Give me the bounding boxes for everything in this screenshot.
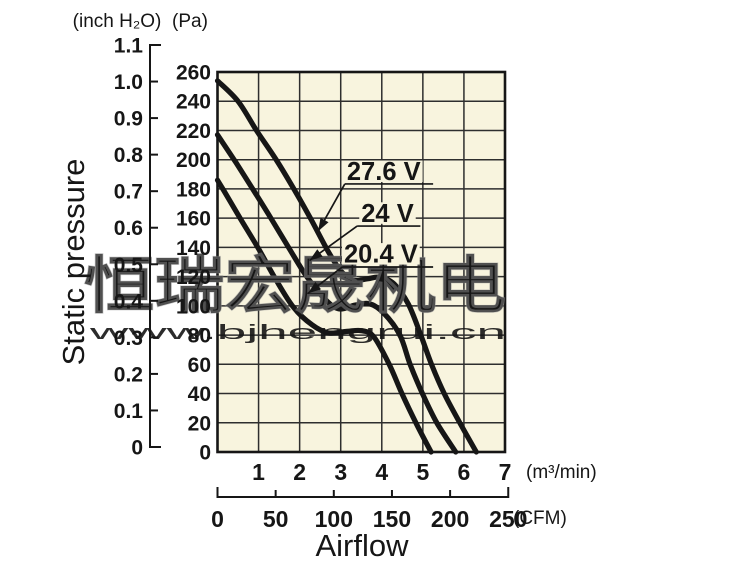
inch-tick-label-1.0: 1.0 — [114, 71, 143, 94]
inch-axis: 1.1 1.0 0.9 0.8 0.7 0.6 0.5 0.4 0.3 0.2 0.1 0 — [114, 35, 161, 460]
pa-tick-label-20: 20 — [188, 412, 211, 435]
annotation-27-6-v: 27.6 V — [317, 158, 434, 232]
annotation-label-halo — [344, 160, 423, 183]
performance-curves — [214, 78, 479, 455]
inch-tick-label-0.2: 0.2 — [114, 363, 143, 386]
cfm-tick-label-100: 100 — [315, 506, 353, 532]
cfm-tick-label-50: 50 — [263, 506, 289, 532]
pa-tick-label-120: 120 — [176, 266, 211, 289]
m3min-tick-label-6: 6 — [458, 459, 471, 485]
pa-tick-label-240: 240 — [176, 91, 211, 114]
annotation-arrowhead — [309, 249, 323, 261]
curve-20-4-v — [214, 177, 434, 455]
inch-tick-label-0.1: 0.1 — [114, 400, 144, 423]
cfm-axis: 0 50 100 150 200 250 — [211, 487, 527, 532]
annotation-20-4-v: 20.4 V — [307, 241, 434, 295]
annotation-label: 27.6 V — [347, 158, 421, 186]
inch-tick-label-1.1: 1.1 — [114, 35, 144, 58]
cfm-tick-label-150: 150 — [373, 506, 411, 532]
m3min-tick-label-7: 7 — [499, 459, 512, 485]
cfm-tick-label-250: 250 — [489, 506, 527, 532]
pa-tick-label-140: 140 — [176, 237, 211, 260]
inch-tick-label-0: 0 — [131, 437, 143, 460]
inch-axis-line — [149, 44, 161, 448]
x-axis-title: Airflow — [315, 528, 409, 563]
inch-tick-label-0.4: 0.4 — [114, 290, 144, 313]
voltage-annotations: 27.6 V 24 V 20.4 V — [307, 158, 434, 295]
watermark-cn-text: 恒瑞宏晟机电 — [84, 252, 506, 321]
pa-tick-label-100: 100 — [176, 295, 211, 318]
m3min-tick-label-1: 1 — [252, 459, 265, 485]
cfm-axis-line — [216, 487, 510, 498]
y-axis-title: Static pressure — [56, 159, 91, 366]
annotation-arrowhead — [307, 281, 321, 294]
annotation-label: 20.4 V — [344, 241, 418, 269]
watermark-url-text: www.bjhengrui.cn — [87, 322, 506, 344]
pa-tick-label-40: 40 — [188, 383, 211, 406]
cfm-tick-label-200: 200 — [431, 506, 469, 532]
inch-tick-label-0.8: 0.8 — [114, 144, 144, 167]
inch-tick-label-0.9: 0.9 — [114, 108, 143, 131]
annotation-label-halo — [342, 243, 420, 265]
inch-tick-label-0.7: 0.7 — [114, 181, 143, 204]
inch-tick-label-0.6: 0.6 — [114, 217, 143, 240]
pa-tick-label-60: 60 — [188, 354, 211, 377]
m3min-tick-label-2: 2 — [293, 459, 306, 485]
annotation-arrowhead — [318, 217, 329, 232]
pa-tick-label-80: 80 — [188, 325, 211, 348]
inch-h2o-unit-label: (inch H₂O) — [73, 11, 162, 32]
cfm-tick-label-0: 0 — [211, 506, 224, 532]
pa-tick-label-0: 0 — [199, 442, 211, 465]
curve-24-v — [214, 132, 459, 455]
curve-27-6-v — [214, 78, 479, 455]
inch-tick-label-0.3: 0.3 — [114, 327, 143, 350]
pa-tick-label-200: 200 — [176, 149, 211, 172]
pa-tick-label-180: 180 — [176, 178, 211, 201]
m3min-unit-label: (m³/min) — [526, 462, 597, 483]
pa-tick-label-220: 220 — [176, 120, 211, 143]
m3min-tick-label-3: 3 — [334, 459, 347, 485]
inch-tick-label-0.5: 0.5 — [114, 254, 144, 277]
m3min-tick-label-5: 5 — [416, 459, 429, 485]
plot-border — [216, 70, 507, 454]
annotation-label-halo — [359, 202, 416, 224]
annotation-label: 24 V — [361, 200, 413, 228]
pa-tick-label-260: 260 — [176, 62, 211, 85]
m3min-tick-label-4: 4 — [375, 459, 388, 485]
m3min-tick-labels: 1 2 3 4 5 6 7 — [252, 459, 511, 485]
pa-tick-label-160: 160 — [176, 208, 211, 231]
cfm-unit-label: (CFM) — [513, 508, 567, 529]
annotation-24-v: 24 V — [309, 200, 421, 262]
watermark: 恒瑞宏晟机电 www.bjhengrui.cn — [83, 251, 506, 344]
pa-unit-label: (Pa) — [172, 11, 208, 32]
